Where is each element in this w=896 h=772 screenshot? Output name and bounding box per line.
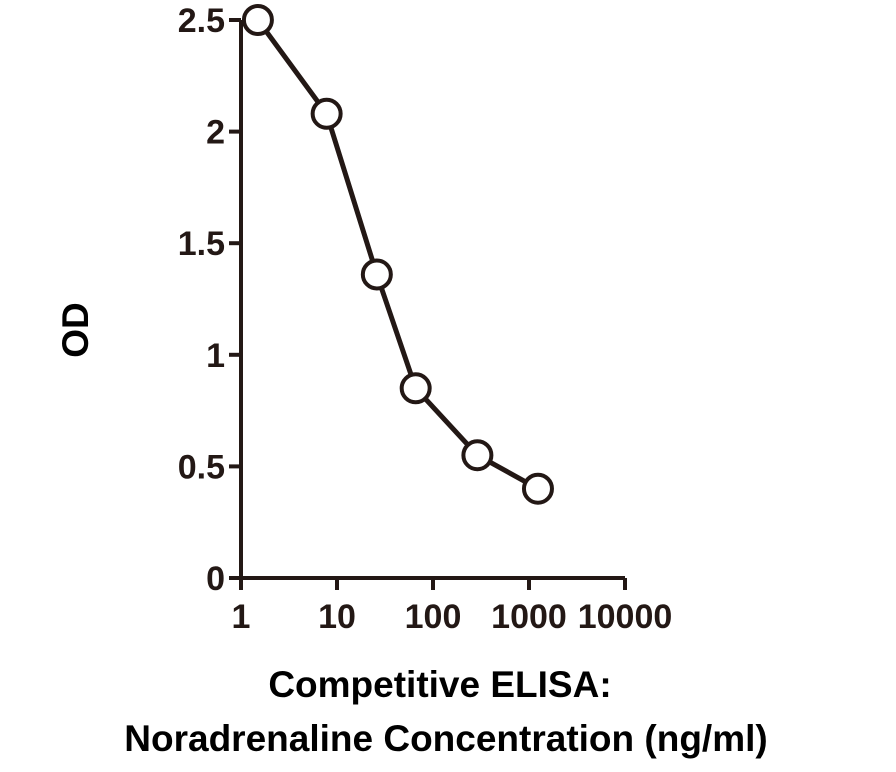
data-point (310, 97, 343, 130)
y-tick-label: 0.5 (178, 448, 225, 486)
x-tick-label: 10 (318, 598, 356, 636)
x-tick-label: 1000 (491, 598, 567, 636)
data-point (521, 472, 554, 505)
x-tick-label: 1 (232, 598, 251, 636)
x-tick-label: 100 (405, 598, 462, 636)
y-tick-label: 2 (206, 114, 225, 152)
axes (239, 20, 625, 580)
x-tick-label: 10000 (578, 598, 673, 636)
y-tick-label: 2.5 (178, 2, 225, 40)
y-axis-title: OD (55, 302, 96, 358)
data-point (461, 439, 494, 472)
data-point (241, 4, 274, 36)
y-tick-label: 1.5 (178, 225, 225, 263)
x-axis-title-line-1: Competitive ELISA: (268, 664, 611, 705)
x-axis-title-line-2: Noradrenaline Concentration (ng/ml) (124, 718, 767, 759)
y-tick-label: 0 (206, 560, 225, 598)
data-point (360, 258, 393, 291)
series-layer (241, 4, 554, 505)
y-ticks: 0 0.5 1 1.5 2 2.5 (178, 2, 241, 598)
y-tick-label: 1 (206, 337, 225, 375)
x-ticks: 1 10 100 1000 10000 (232, 578, 673, 636)
data-point (399, 372, 432, 405)
series-line (255, 18, 540, 491)
